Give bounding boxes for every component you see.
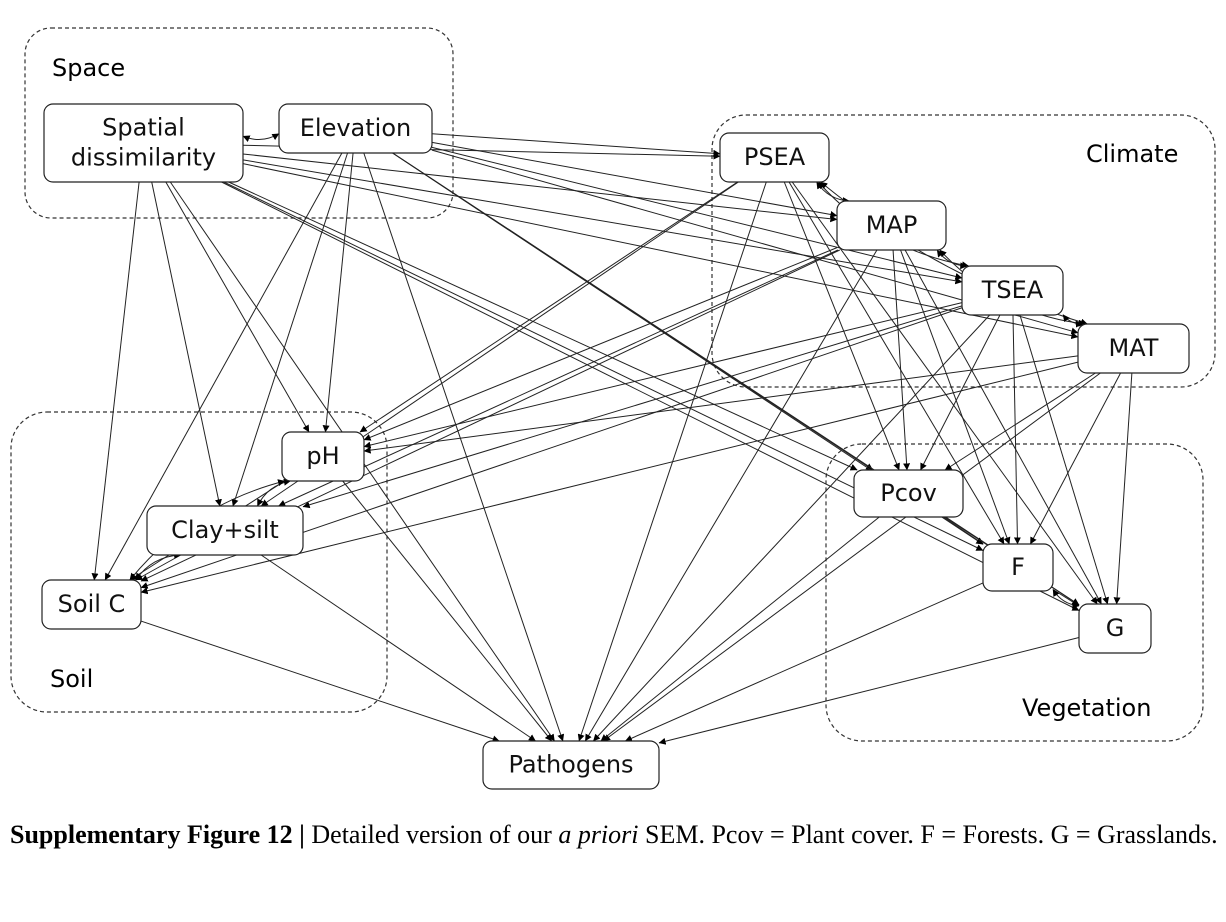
edge-sd-g bbox=[221, 181, 1080, 611]
node-label: G bbox=[1106, 614, 1125, 642]
caption-label: Supplementary Figure 12 | bbox=[10, 820, 305, 849]
node-box bbox=[719, 132, 830, 183]
edge-mat-ph bbox=[363, 355, 1079, 454]
node-psea: PSEA bbox=[719, 132, 830, 183]
edge-mat-f bbox=[1029, 372, 1122, 545]
edge-tsea-cs bbox=[302, 305, 963, 509]
edge-el-g bbox=[392, 152, 1080, 606]
edge-pcov-path bbox=[600, 516, 880, 742]
node-label: Pathogens bbox=[508, 751, 633, 779]
edge-f-path bbox=[624, 582, 984, 742]
node-tsea: TSEA bbox=[961, 265, 1064, 316]
node-cs: Clay+silt bbox=[146, 505, 304, 556]
group-box-climate bbox=[711, 114, 1216, 388]
edge-mat-g bbox=[1113, 372, 1133, 605]
node-el: Elevation bbox=[278, 103, 433, 154]
edge-psea-ph bbox=[359, 181, 738, 433]
edge-tsea-f bbox=[1012, 314, 1021, 545]
edge-psea-pcov bbox=[783, 181, 900, 471]
group-box-space bbox=[24, 27, 454, 219]
node-label: MAP bbox=[866, 211, 918, 239]
edge-pcov-f bbox=[942, 516, 984, 545]
node-box bbox=[281, 431, 365, 482]
edge-layer bbox=[91, 133, 1133, 745]
group-label-climate: Climate bbox=[1086, 140, 1178, 168]
caption-text-1: Detailed version of our bbox=[304, 820, 559, 849]
edge-tsea-ph bbox=[363, 302, 963, 449]
edge-tsea-g bbox=[1019, 314, 1109, 605]
group-label-space: Space bbox=[52, 54, 125, 82]
node-box bbox=[853, 469, 964, 518]
edge-map-cs bbox=[278, 249, 839, 507]
edge-el-ph bbox=[322, 152, 354, 433]
node-box bbox=[43, 103, 244, 183]
node-label: F bbox=[1011, 553, 1025, 581]
caption-text-2: SEM. Pcov = Plant cover. F = Forests. G … bbox=[638, 820, 1218, 849]
edge-sd-ph bbox=[165, 181, 310, 433]
figure-caption: Supplementary Figure 12 | Detailed versi… bbox=[10, 812, 1220, 858]
node-pcov: Pcov bbox=[853, 469, 964, 518]
node-label: Pcov bbox=[880, 479, 937, 507]
node-label: PSEA bbox=[744, 143, 806, 171]
node-label: Elevation bbox=[300, 114, 411, 142]
node-g: G bbox=[1078, 603, 1152, 654]
edge-el-map bbox=[431, 141, 838, 218]
covariance-sd-el bbox=[242, 133, 280, 142]
edge-sc-path bbox=[140, 620, 500, 743]
node-box bbox=[1078, 603, 1152, 654]
edge-tsea-path bbox=[592, 314, 991, 742]
node-box bbox=[961, 265, 1064, 316]
node-label: TSEA bbox=[981, 276, 1044, 304]
node-label: Clay+silt bbox=[171, 516, 279, 544]
edge-cs-path bbox=[260, 554, 536, 742]
edge-sd-map bbox=[242, 153, 838, 223]
caption-italic: a priori bbox=[558, 820, 639, 849]
covariance-f-g bbox=[1052, 589, 1080, 609]
edge-mat-pcov bbox=[944, 372, 1096, 471]
edge-el-path bbox=[363, 152, 565, 742]
sem-diagram: Space Climate Soil Vegetation Spatialdis… bbox=[10, 27, 1216, 790]
edge-map-path bbox=[584, 249, 878, 742]
edge-sd-pcov bbox=[228, 181, 858, 471]
node-label: MAT bbox=[1109, 334, 1159, 362]
edge-mat-path bbox=[603, 372, 1101, 742]
edge-map-ph bbox=[363, 247, 838, 441]
node-box bbox=[836, 200, 947, 251]
node-box bbox=[278, 103, 433, 154]
covariance-tsea-mat bbox=[1062, 314, 1083, 328]
edge-sd-sc bbox=[91, 181, 140, 581]
edge-ph-path bbox=[342, 480, 553, 742]
node-map: MAP bbox=[836, 200, 947, 251]
node-box bbox=[982, 543, 1054, 592]
group-label-soil: Soil bbox=[50, 665, 93, 693]
group-box-vegetation bbox=[825, 443, 1204, 742]
edge-tsea-pcov bbox=[920, 314, 1001, 471]
node-label: dissimilarity bbox=[71, 144, 216, 172]
node-label: pH bbox=[306, 442, 339, 470]
node-label: Spatial bbox=[102, 114, 185, 142]
node-box bbox=[482, 740, 660, 790]
group-label-vegetation: Vegetation bbox=[1022, 694, 1151, 722]
node-box bbox=[41, 579, 142, 630]
node-box bbox=[1077, 323, 1190, 374]
node-f: F bbox=[982, 543, 1054, 592]
node-ph: pH bbox=[281, 431, 365, 482]
node-mat: MAT bbox=[1077, 323, 1190, 374]
edge-el-psea bbox=[431, 133, 721, 157]
node-sc: Soil C bbox=[41, 579, 142, 630]
edge-sd-cs bbox=[151, 181, 222, 507]
node-path: Pathogens bbox=[482, 740, 660, 790]
edge-g-path bbox=[658, 637, 1080, 745]
edge-f-g bbox=[1052, 589, 1080, 607]
node-label: Soil C bbox=[58, 590, 126, 618]
node-box bbox=[146, 505, 304, 556]
edge-el-cs bbox=[231, 152, 349, 507]
